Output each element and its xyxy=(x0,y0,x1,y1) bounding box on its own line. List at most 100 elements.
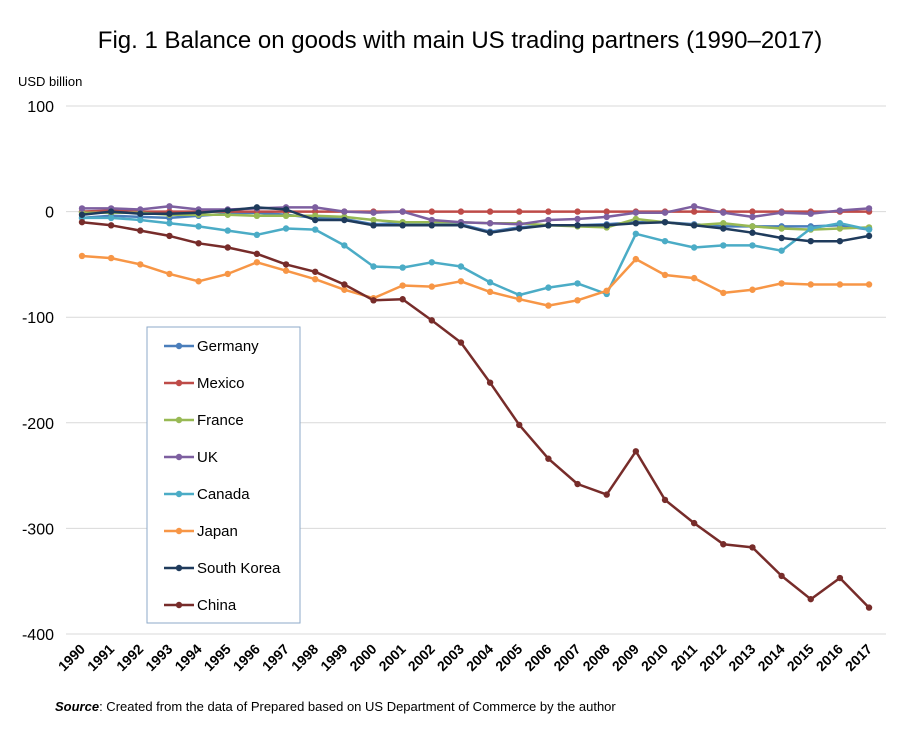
x-tick-label: 2011 xyxy=(667,641,700,674)
data-point-france xyxy=(749,223,756,230)
x-tick-label: 2009 xyxy=(609,641,642,674)
x-tick-label: 2010 xyxy=(638,641,671,674)
legend-item-china: China xyxy=(164,597,237,614)
data-point-france xyxy=(370,216,377,224)
legend-label: France xyxy=(197,412,244,429)
data-point-canada xyxy=(720,242,727,249)
legend-label: China xyxy=(197,597,237,614)
data-point-china xyxy=(632,448,640,455)
x-tick-label: 2006 xyxy=(521,641,554,674)
data-point-china xyxy=(720,541,727,548)
data-point-canada xyxy=(778,247,785,254)
data-point-china xyxy=(224,244,231,251)
data-point-canada xyxy=(195,223,202,230)
data-point-china xyxy=(661,496,669,504)
series-line-canada xyxy=(82,216,870,297)
data-point-japan xyxy=(224,270,231,278)
data-point-south-korea xyxy=(778,234,785,242)
y-tick-label: 100 xyxy=(27,99,54,116)
data-point-south-korea xyxy=(720,225,727,232)
data-point-canada xyxy=(166,220,173,227)
data-point-japan xyxy=(865,281,873,288)
data-point-south-korea xyxy=(253,204,261,211)
data-point-china xyxy=(341,281,348,288)
data-point-south-korea xyxy=(428,222,435,229)
data-point-china xyxy=(166,232,173,240)
data-point-canada xyxy=(457,263,465,270)
data-point-china xyxy=(574,480,581,488)
data-point-japan xyxy=(778,280,785,287)
x-tick-label: 1990 xyxy=(55,641,88,674)
data-point-south-korea xyxy=(749,229,756,236)
y-axis-unit-label: USD billion xyxy=(18,74,82,89)
data-point-mexico xyxy=(428,208,435,215)
data-point-canada xyxy=(253,231,261,239)
data-point-south-korea xyxy=(574,222,581,229)
data-point-mexico xyxy=(574,208,581,215)
series-japan xyxy=(78,252,873,309)
data-point-south-korea xyxy=(486,229,494,236)
x-tick-label: 2000 xyxy=(346,641,379,674)
x-tick-label: 2015 xyxy=(784,641,817,674)
series-south-korea xyxy=(78,204,873,245)
data-point-canada xyxy=(282,225,290,232)
data-point-japan xyxy=(603,287,610,294)
data-point-japan xyxy=(195,278,202,285)
legend-item-germany: Germany xyxy=(164,338,259,355)
data-point-uk xyxy=(78,205,86,212)
legend-label: Japan xyxy=(197,523,238,540)
data-point-uk xyxy=(720,209,727,216)
data-point-china xyxy=(865,604,873,611)
data-point-china xyxy=(807,595,814,603)
data-point-china xyxy=(78,218,86,226)
data-point-uk xyxy=(836,207,844,214)
data-point-uk xyxy=(574,215,581,223)
legend-item-japan: Japan xyxy=(164,523,238,540)
legend-item-mexico: Mexico xyxy=(164,375,245,392)
legend-marker xyxy=(175,453,183,461)
data-point-uk xyxy=(428,216,435,224)
y-tick-label: -300 xyxy=(22,521,54,538)
data-point-south-korea xyxy=(545,222,552,229)
data-point-canada xyxy=(341,242,348,249)
data-point-south-korea xyxy=(807,237,814,245)
data-point-uk xyxy=(865,205,873,212)
source-note: Source: Created from the data of Prepare… xyxy=(55,699,616,714)
data-point-france xyxy=(778,225,785,232)
data-point-south-korea xyxy=(457,222,465,229)
data-point-canada xyxy=(428,259,435,266)
data-point-japan xyxy=(253,259,261,266)
x-tick-label: 2003 xyxy=(434,641,467,674)
data-point-japan xyxy=(545,302,552,309)
data-point-uk xyxy=(166,203,173,210)
data-point-uk xyxy=(778,209,785,216)
legend-item-france: France xyxy=(164,412,244,429)
legend-marker xyxy=(175,564,183,572)
data-point-canada xyxy=(836,220,844,227)
series-line-china xyxy=(81,220,870,609)
x-tick-label: 1995 xyxy=(201,641,234,674)
data-point-south-korea xyxy=(224,207,231,214)
source-label: Source xyxy=(55,699,100,714)
data-point-uk xyxy=(807,210,814,217)
data-point-uk xyxy=(603,213,610,221)
data-point-france xyxy=(282,212,290,220)
series-line-south-korea xyxy=(81,206,870,243)
data-point-china xyxy=(457,339,465,346)
x-tick-label: 1996 xyxy=(230,641,263,674)
data-point-south-korea xyxy=(865,232,873,240)
y-tick-label: -400 xyxy=(22,627,54,644)
x-tick-label: 2002 xyxy=(405,641,438,674)
data-point-uk xyxy=(370,209,377,216)
data-point-south-korea xyxy=(661,218,669,226)
x-tick-label: 1992 xyxy=(113,641,146,674)
data-point-south-korea xyxy=(516,225,523,232)
data-point-china xyxy=(195,240,202,247)
data-point-uk xyxy=(661,209,669,216)
data-point-japan xyxy=(516,296,523,303)
data-point-japan xyxy=(78,252,86,260)
data-point-uk xyxy=(399,208,406,215)
data-point-canada xyxy=(137,216,144,224)
data-point-south-korea xyxy=(399,222,406,229)
data-point-uk xyxy=(749,213,756,221)
